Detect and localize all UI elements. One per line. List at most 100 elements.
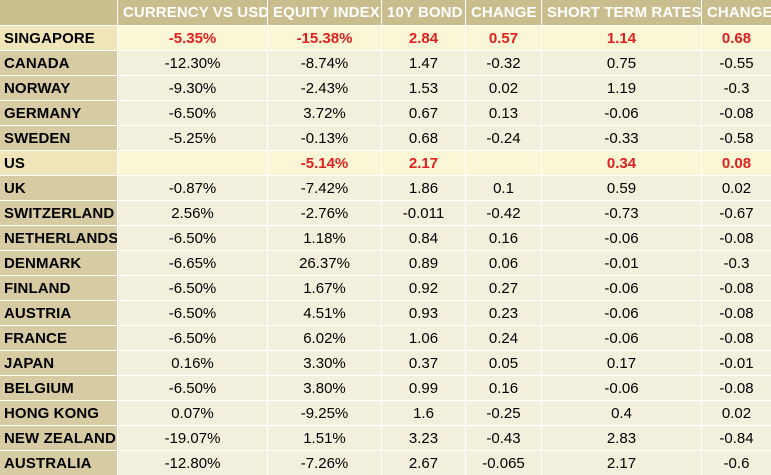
short-rate-cell: -0.06 bbox=[542, 226, 702, 251]
country-cell: UK bbox=[0, 176, 118, 201]
table-row: NEW ZEALAND -19.07% 1.51% 3.23 -0.43 2.83 -0.8… bbox=[0, 426, 771, 451]
country-cell: GERMANY bbox=[0, 101, 118, 126]
bond-change-cell: 0.27 bbox=[466, 276, 542, 301]
equity-cell: 6.02% bbox=[268, 326, 382, 351]
currency-cell: -5.35% bbox=[118, 26, 268, 51]
equity-cell: -15.38% bbox=[268, 26, 382, 51]
bond-change-cell: 0.05 bbox=[466, 351, 542, 376]
country-cell: US bbox=[0, 151, 118, 176]
table-row: HONG KONG 0.07% -9.25% 1.6 -0.25 0.4 0.02 bbox=[0, 401, 771, 426]
rate-change-cell: -0.08 bbox=[702, 226, 771, 251]
country-cell: FRANCE bbox=[0, 326, 118, 351]
bond-cell: 2.17 bbox=[382, 151, 466, 176]
header-short-term-rates: SHORT TERM RATES bbox=[542, 0, 702, 26]
short-rate-cell: 1.19 bbox=[542, 76, 702, 101]
equity-cell: 4.51% bbox=[268, 301, 382, 326]
table-row: BELGIUM -6.50% 3.80% 0.99 0.16 -0.06 -0.08 bbox=[0, 376, 771, 401]
bond-change-cell: 0.13 bbox=[466, 101, 542, 126]
equity-cell: -7.42% bbox=[268, 176, 382, 201]
header-row: CURRENCY VS USD EQUITY INDEX 10Y BOND CH… bbox=[0, 0, 771, 26]
currency-cell: -6.50% bbox=[118, 101, 268, 126]
bond-cell: 2.84 bbox=[382, 26, 466, 51]
equity-cell: -9.25% bbox=[268, 401, 382, 426]
bond-cell: 1.86 bbox=[382, 176, 466, 201]
bond-change-cell: 0.23 bbox=[466, 301, 542, 326]
rate-change-cell: -0.58 bbox=[702, 126, 771, 151]
currency-cell: -6.50% bbox=[118, 301, 268, 326]
bond-cell: 0.93 bbox=[382, 301, 466, 326]
short-rate-cell: -0.33 bbox=[542, 126, 702, 151]
short-rate-cell: 0.4 bbox=[542, 401, 702, 426]
short-rate-cell: 2.17 bbox=[542, 451, 702, 475]
bond-change-cell: 0.57 bbox=[466, 26, 542, 51]
bond-cell: 1.6 bbox=[382, 401, 466, 426]
country-cell: CANADA bbox=[0, 51, 118, 76]
bond-cell: 0.92 bbox=[382, 276, 466, 301]
table-row: DENMARK -6.65% 26.37% 0.89 0.06 -0.01 -0.3 bbox=[0, 251, 771, 276]
country-cell: FINLAND bbox=[0, 276, 118, 301]
rate-change-cell: -0.08 bbox=[702, 326, 771, 351]
short-rate-cell: -0.06 bbox=[542, 301, 702, 326]
country-cell: SWEDEN bbox=[0, 126, 118, 151]
bond-cell: 3.23 bbox=[382, 426, 466, 451]
rate-change-cell: -0.08 bbox=[702, 301, 771, 326]
table-row: NETHERLANDS -6.50% 1.18% 0.84 0.16 -0.06 -0.08 bbox=[0, 226, 771, 251]
currency-cell: -6.65% bbox=[118, 251, 268, 276]
bond-change-cell: 0.16 bbox=[466, 226, 542, 251]
short-rate-cell: 1.14 bbox=[542, 26, 702, 51]
country-cell: AUSTRALIA bbox=[0, 451, 118, 475]
currency-cell: -9.30% bbox=[118, 76, 268, 101]
bond-cell: 1.53 bbox=[382, 76, 466, 101]
currency-cell: -6.50% bbox=[118, 276, 268, 301]
equity-cell: -5.14% bbox=[268, 151, 382, 176]
country-cell: BELGIUM bbox=[0, 376, 118, 401]
rate-change-cell: -0.3 bbox=[702, 251, 771, 276]
bond-cell: 0.84 bbox=[382, 226, 466, 251]
country-cell: NORWAY bbox=[0, 76, 118, 101]
table-row: FINLAND -6.50% 1.67% 0.92 0.27 -0.06 -0.08 bbox=[0, 276, 771, 301]
rate-change-cell: -0.08 bbox=[702, 101, 771, 126]
equity-cell: -0.13% bbox=[268, 126, 382, 151]
country-cell: DENMARK bbox=[0, 251, 118, 276]
country-cell: AUSTRIA bbox=[0, 301, 118, 326]
short-rate-cell: -0.06 bbox=[542, 276, 702, 301]
table-row: FRANCE -6.50% 6.02% 1.06 0.24 -0.06 -0.08 bbox=[0, 326, 771, 351]
bond-change-cell: -0.24 bbox=[466, 126, 542, 151]
rate-change-cell: 0.08 bbox=[702, 151, 771, 176]
bond-change-cell: -0.43 bbox=[466, 426, 542, 451]
currency-cell: -12.30% bbox=[118, 51, 268, 76]
table-row: AUSTRALIA -12.80% -7.26% 2.67 -0.065 2.17 -0.6 bbox=[0, 451, 771, 475]
short-rate-cell: -0.06 bbox=[542, 326, 702, 351]
equity-cell: 3.72% bbox=[268, 101, 382, 126]
table-row: UK -0.87% -7.42% 1.86 0.1 0.59 0.02 bbox=[0, 176, 771, 201]
rate-change-cell: -0.55 bbox=[702, 51, 771, 76]
bond-change-cell: 0.02 bbox=[466, 76, 542, 101]
short-rate-cell: -0.73 bbox=[542, 201, 702, 226]
rate-change-cell: -0.01 bbox=[702, 351, 771, 376]
bond-cell: 0.37 bbox=[382, 351, 466, 376]
equity-cell: -2.76% bbox=[268, 201, 382, 226]
currency-cell: -12.80% bbox=[118, 451, 268, 475]
bond-change-cell: 0.24 bbox=[466, 326, 542, 351]
bond-cell: -0.011 bbox=[382, 201, 466, 226]
short-rate-cell: 0.34 bbox=[542, 151, 702, 176]
table-row: US -5.14% 2.17 0.34 0.08 bbox=[0, 151, 771, 176]
rate-change-cell: -0.08 bbox=[702, 376, 771, 401]
rate-change-cell: -0.67 bbox=[702, 201, 771, 226]
currency-cell bbox=[118, 151, 268, 176]
equity-cell: -8.74% bbox=[268, 51, 382, 76]
currency-cell: -0.87% bbox=[118, 176, 268, 201]
rate-change-cell: -0.6 bbox=[702, 451, 771, 475]
country-cell: NEW ZEALAND bbox=[0, 426, 118, 451]
header-bond-change: CHANGE bbox=[466, 0, 542, 26]
bond-change-cell: -0.25 bbox=[466, 401, 542, 426]
bond-change-cell: 0.1 bbox=[466, 176, 542, 201]
header-equity-index: EQUITY INDEX bbox=[268, 0, 382, 26]
equity-cell: 26.37% bbox=[268, 251, 382, 276]
bond-change-cell bbox=[466, 151, 542, 176]
rate-change-cell: 0.02 bbox=[702, 401, 771, 426]
bond-cell: 1.47 bbox=[382, 51, 466, 76]
table-body: SINGAPORE -5.35% -15.38% 2.84 0.57 1.14 0.68 CA… bbox=[0, 26, 771, 475]
country-cell: JAPAN bbox=[0, 351, 118, 376]
